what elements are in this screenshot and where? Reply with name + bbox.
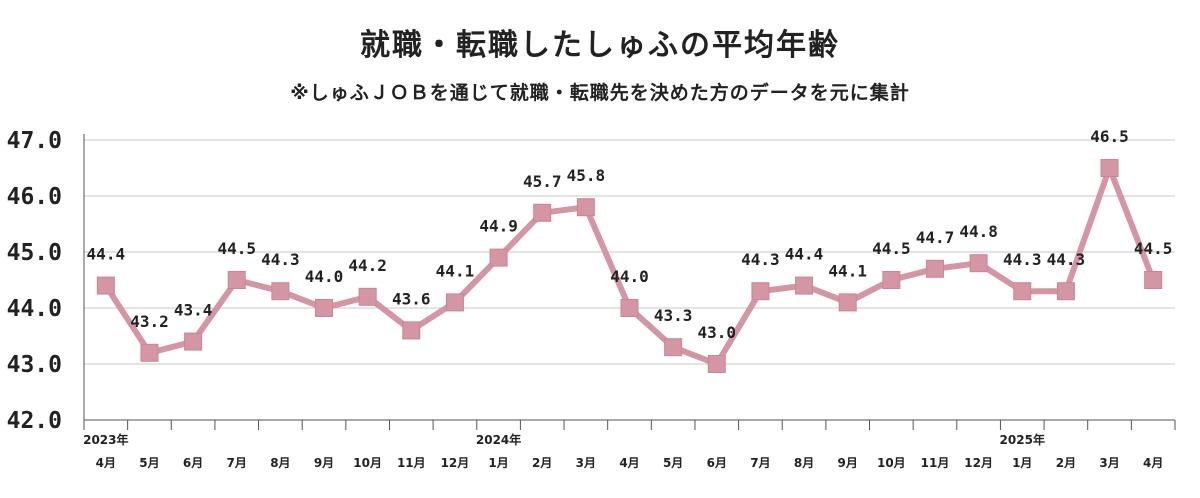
x-tick-label: 6月	[183, 456, 203, 470]
y-tick-label: 44.0	[7, 296, 62, 322]
data-point	[140, 343, 159, 362]
x-tick-label: 10月	[353, 456, 382, 470]
data-point	[925, 259, 944, 278]
data-points	[96, 159, 1163, 373]
data-point	[751, 282, 770, 301]
data-label: 46.5	[1090, 127, 1129, 146]
x-tick-label: 5月	[139, 456, 159, 470]
x-tick-label: 7月	[227, 456, 247, 470]
data-label: 44.8	[959, 222, 998, 241]
data-label: 44.1	[436, 261, 475, 280]
data-label: 44.7	[916, 228, 955, 247]
chart-subtitle: ※しゅふＪＯＢを通じて就職・転職先を決めた方のデータを元に集計	[290, 82, 910, 104]
y-tick-label: 42.0	[7, 408, 62, 434]
data-label: 45.8	[567, 166, 606, 185]
x-tick-label: 2月	[532, 456, 552, 470]
data-label: 44.9	[479, 217, 518, 236]
x-tick-label: 11月	[397, 456, 426, 470]
data-point	[664, 338, 683, 357]
x-tick-labels: 2023年 2024年 2025年 4月 5月 6月 7月 8月 9月 10月 11月 12月 1月 2月…	[83, 432, 1163, 470]
data-point	[533, 203, 552, 222]
x-tick-label: 2月	[1056, 456, 1076, 470]
data-label: 44.3	[1047, 250, 1086, 269]
data-point	[271, 282, 290, 301]
x-tick-label: 11月	[921, 456, 950, 470]
data-label: 43.4	[174, 301, 213, 320]
data-label: 43.2	[130, 312, 169, 331]
data-point	[358, 287, 377, 306]
data-point	[402, 321, 421, 340]
data-point	[96, 276, 115, 295]
x-tick-label: 9月	[838, 456, 858, 470]
y-tick-labels: 42.0 43.0 44.0 45.0 46.0 47.0	[7, 128, 62, 434]
data-point	[445, 293, 464, 312]
y-tick-label: 45.0	[7, 240, 62, 266]
x-tick-label: 1月	[1012, 456, 1032, 470]
data-label: 44.2	[348, 256, 387, 275]
data-label: 44.4	[87, 245, 126, 264]
x-tick-label: 6月	[707, 456, 727, 470]
data-point	[838, 293, 857, 312]
data-point	[1144, 271, 1163, 289]
y-tick-label: 47.0	[7, 128, 62, 154]
data-point	[795, 276, 814, 295]
data-point	[576, 198, 595, 217]
data-point	[184, 332, 203, 351]
data-point	[315, 299, 334, 317]
data-point	[489, 248, 508, 267]
data-label: 44.5	[872, 239, 911, 258]
data-label: 44.5	[1134, 239, 1173, 258]
y-tick-label: 46.0	[7, 184, 62, 210]
x-tick-label: 4月	[96, 456, 116, 470]
data-point	[1013, 282, 1032, 301]
x-tick-label: 4月	[619, 456, 639, 470]
data-label: 44.3	[741, 250, 780, 269]
x-tick-label: 3月	[1099, 456, 1119, 470]
axes	[83, 134, 1176, 430]
data-point	[969, 254, 988, 273]
chart-title: 就職・転職したしゅふの平均年齢	[360, 28, 840, 63]
data-label: 44.4	[785, 245, 824, 264]
x-tick-label: 12月	[964, 456, 993, 470]
x-tick-label: 1月	[488, 456, 508, 470]
data-label: 43.6	[392, 289, 431, 308]
x-year-label: 2024年	[476, 432, 521, 447]
x-tick-label: 4月	[1143, 456, 1163, 470]
x-tick-label: 8月	[794, 456, 814, 470]
data-label: 43.3	[654, 306, 693, 325]
y-tick-label: 43.0	[7, 352, 62, 378]
x-tick-label: 10月	[877, 456, 906, 470]
data-point	[1100, 159, 1119, 177]
data-label: 44.0	[610, 267, 649, 286]
x-tick-label: 12月	[441, 456, 470, 470]
data-label: 44.1	[828, 261, 867, 280]
data-point	[1056, 282, 1075, 301]
data-point	[620, 299, 639, 317]
data-point	[227, 271, 246, 289]
data-label: 43.0	[698, 323, 737, 342]
x-tick-label: 7月	[750, 456, 770, 470]
x-year-label: 2025年	[1000, 432, 1045, 447]
data-labels: 44.443.243.444.544.344.044.243.644.144.9…	[87, 127, 1173, 342]
x-tick-label: 8月	[270, 456, 290, 470]
data-label: 44.3	[261, 250, 300, 269]
x-tick-label: 3月	[576, 456, 596, 470]
data-label: 45.7	[523, 172, 562, 191]
x-tick-label: 5月	[663, 456, 683, 470]
data-point	[707, 355, 726, 373]
x-year-label: 2023年	[83, 432, 128, 447]
data-label: 44.0	[305, 267, 344, 286]
data-point	[882, 271, 901, 289]
data-label: 44.3	[1003, 250, 1042, 269]
x-tick-label: 9月	[314, 456, 334, 470]
data-label: 44.5	[217, 239, 256, 258]
